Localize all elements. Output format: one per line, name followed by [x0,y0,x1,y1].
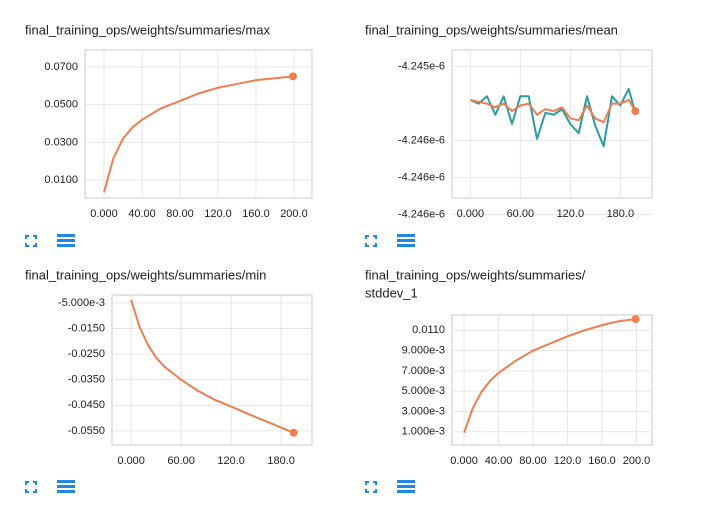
x-tick-label: 40.00 [128,208,156,220]
x-tick-label: 80.00 [166,208,194,220]
x-tick-label: 0.000 [450,455,478,467]
x-tick-label: 120.0 [554,455,582,467]
series-line [469,87,637,148]
expand-icon[interactable] [25,481,37,493]
y-tick-label: -0.0150 [68,322,105,334]
data-table-icon[interactable] [57,234,75,247]
y-tick-label: -0.0350 [68,374,105,386]
plot-frame [451,314,653,446]
x-tick-label: 0.000 [90,208,118,220]
x-tick-label: 160.0 [588,455,616,467]
y-tick-label: 0.0700 [44,61,78,73]
plot-frame [84,49,313,199]
y-tick-label: 5.000e-3 [402,385,445,397]
y-tick-label: 0.0110 [412,324,445,336]
x-tick-label: 120.0 [557,208,585,220]
y-tick-label: 7.000e-3 [402,365,445,377]
y-tick-label: 3.000e-3 [402,405,445,417]
y-tick-label: 0.0500 [44,99,78,111]
expand-icon[interactable] [365,481,377,493]
chart-title: final_training_ops/weights/summaries/max [25,22,270,37]
y-tick-label: -0.0250 [68,348,105,360]
last-point [631,315,640,324]
chart: final_training_ops/weights/summaries/max… [25,22,313,220]
y-tick-label: 0.0300 [44,136,78,148]
last-point [289,72,298,81]
x-tick-label: 120.0 [204,208,232,220]
expand-icon[interactable] [25,235,37,247]
y-tick-label: 0.0100 [44,174,78,186]
x-tick-label: 180.0 [267,455,295,467]
y-tick-label: -5.000e-3 [58,297,105,309]
plot-frame [451,49,653,199]
x-tick-label: 200.0 [623,455,651,467]
chart: final_training_ops/weights/summaries/std… [365,267,653,467]
chart-title: stddev_1 [365,285,418,300]
last-point [631,107,640,116]
y-tick-label: -4.246e-6 [398,209,445,221]
x-tick-label: 0.000 [457,208,485,220]
chart-title: final_training_ops/weights/summaries/mea… [365,22,618,37]
data-table-icon[interactable] [397,234,415,247]
chart-title: final_training_ops/weights/summaries/min [25,267,266,282]
x-tick-label: 40.00 [485,455,513,467]
chart-icons [25,234,415,493]
y-tick-label: -4.246e-6 [398,135,445,147]
x-tick-label: 120.0 [217,455,245,467]
x-tick-label: 0.000 [117,455,145,467]
chart: final_training_ops/weights/summaries/min… [25,267,313,467]
x-tick-label: 60.00 [507,208,535,220]
chart: final_training_ops/weights/summaries/mea… [365,22,653,221]
y-tick-label: -0.0450 [68,399,105,411]
chart-title: final_training_ops/weights/summaries/ [365,267,586,282]
x-tick-label: 200.0 [280,208,308,220]
series-line [103,75,294,193]
y-tick-label: 9.000e-3 [402,344,445,356]
expand-icon[interactable] [365,235,377,247]
series-line [470,98,637,124]
data-table-icon[interactable] [397,480,415,493]
x-tick-label: 180.0 [607,208,635,220]
y-tick-label: -4.245e-6 [398,61,445,73]
series-line [463,318,636,434]
x-tick-label: 80.00 [519,455,547,467]
data-table-icon[interactable] [57,480,75,493]
y-tick-label: 1.000e-3 [402,426,445,438]
x-tick-label: 60.00 [167,455,195,467]
last-point [289,428,298,437]
series-line [130,299,295,434]
y-tick-label: -4.246e-6 [398,172,445,184]
plot-frame [111,294,313,446]
y-tick-label: -0.0550 [68,425,105,437]
x-tick-label: 160.0 [242,208,270,220]
